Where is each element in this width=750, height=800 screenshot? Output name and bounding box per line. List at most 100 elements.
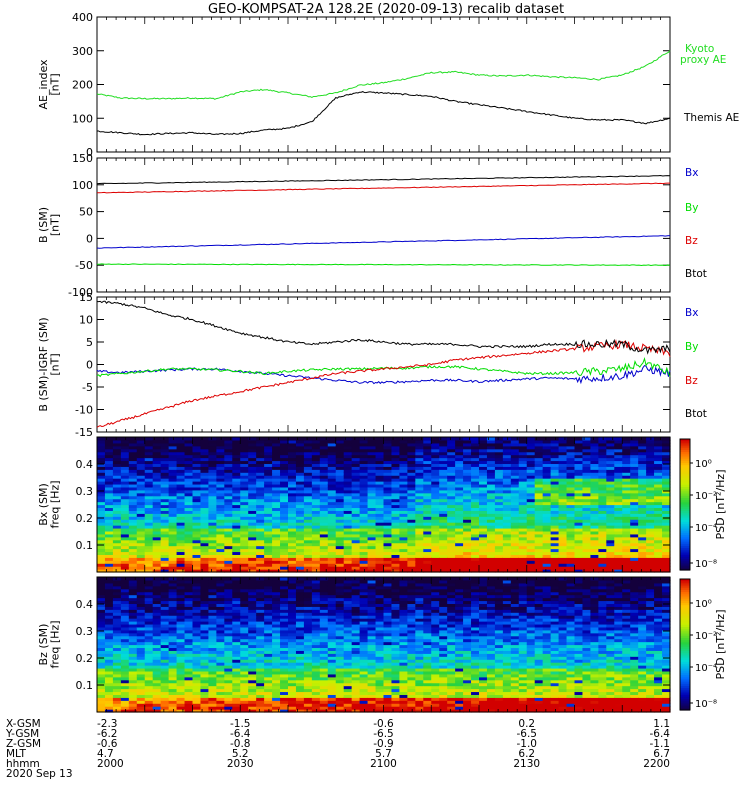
y-tick-label: 100 xyxy=(72,112,93,125)
spectrogram-cell xyxy=(558,548,568,553)
spectrogram-cell xyxy=(574,533,584,538)
spectrogram-cell xyxy=(391,551,401,555)
spectrogram-cell xyxy=(486,510,496,514)
spectrogram-cell xyxy=(288,504,297,509)
spectrogram-cell xyxy=(248,454,257,459)
spectrogram-cell xyxy=(160,709,170,713)
spectrogram-cell xyxy=(264,685,273,690)
spectrogram-cell xyxy=(510,527,520,532)
spectrogram-cell xyxy=(447,545,456,550)
spectrogram-cell xyxy=(120,481,130,485)
spectrogram-cell xyxy=(232,560,241,564)
spectrogram-cell xyxy=(192,563,202,567)
spectrogram-cell xyxy=(104,504,114,509)
spectrogram-cell xyxy=(216,615,225,619)
spectrogram-cell xyxy=(598,542,607,547)
spectrogram-cell xyxy=(558,469,568,473)
spectrogram-cell xyxy=(264,588,273,593)
spectrogram-cell xyxy=(311,478,321,482)
spectrogram-cell xyxy=(216,594,225,599)
spectrogram-cell xyxy=(272,670,281,675)
spectrogram-cell xyxy=(614,539,623,544)
spectrogram-cell xyxy=(264,615,273,619)
spectrogram-cell xyxy=(176,644,186,649)
spectrogram-cell xyxy=(160,560,170,564)
spectrogram-cell xyxy=(654,539,663,544)
spectrogram-cell xyxy=(248,579,257,584)
spectrogram-cell xyxy=(343,533,353,538)
spectrogram-cell xyxy=(248,504,257,509)
spectrogram-cell xyxy=(550,492,560,497)
spectrogram-cell xyxy=(248,688,257,693)
spectrogram-cell xyxy=(200,527,210,532)
spectrogram-cell xyxy=(184,483,194,488)
spectrogram-cell xyxy=(97,501,106,506)
spectrogram-cell xyxy=(160,460,170,465)
spectrogram-cell xyxy=(208,498,217,503)
spectrogram-cell xyxy=(566,548,576,553)
spectrogram-cell xyxy=(327,533,337,538)
spectrogram-cell xyxy=(184,501,194,506)
spectrogram-cell xyxy=(486,525,496,529)
spectrogram-cell xyxy=(646,569,655,573)
spectrogram-cell xyxy=(295,513,305,517)
spectrogram-cell xyxy=(471,469,480,473)
spectrogram-cell xyxy=(248,551,257,555)
spectrogram-cell xyxy=(367,445,377,450)
spectrogram-cell xyxy=(120,615,130,619)
spectrogram-cell xyxy=(463,486,472,491)
spectrogram-cell xyxy=(240,563,249,567)
spectrogram-cell xyxy=(208,665,217,669)
spectrogram-cell xyxy=(431,530,440,535)
spectrogram-cell xyxy=(152,667,162,672)
spectrogram-cell xyxy=(558,460,568,465)
spectrogram-cell xyxy=(272,676,281,681)
spectrogram-cell xyxy=(144,507,154,511)
spectrogram-cell xyxy=(343,560,353,564)
spectrogram-cell xyxy=(447,510,456,514)
spectrogram-cell xyxy=(208,623,217,628)
spectrogram-cell xyxy=(264,448,273,453)
spectrogram-cell xyxy=(136,612,146,616)
spectrogram-cell xyxy=(479,554,488,558)
spectrogram-cell xyxy=(407,481,416,485)
spectrogram-cell xyxy=(614,469,623,473)
spectrogram-cell xyxy=(280,501,289,506)
spectrogram-cell xyxy=(311,454,321,459)
spectrogram-cell xyxy=(120,656,130,660)
spectrogram-cell xyxy=(128,560,138,564)
spectrogram-cell xyxy=(351,437,361,441)
spectrogram-cell xyxy=(662,478,671,482)
spectrogram-cell xyxy=(502,454,512,459)
spectrogram-cell xyxy=(176,554,186,558)
spectrogram-cell xyxy=(232,618,241,622)
spectrogram-cell xyxy=(192,585,202,590)
spectrogram-cell xyxy=(184,582,194,587)
spectrogram-cell xyxy=(630,439,639,444)
spectrogram-cell xyxy=(208,656,217,660)
spectrogram-cell xyxy=(232,486,241,491)
spectrogram-cell xyxy=(303,560,313,564)
spectrogram-cell xyxy=(104,623,114,628)
spectrogram-cell xyxy=(160,676,170,681)
spectrogram-cell xyxy=(614,533,623,538)
spectrogram-cell xyxy=(614,498,623,503)
spectrogram-cell xyxy=(486,489,496,494)
spectrogram-cell xyxy=(240,700,249,704)
spectrogram-cell xyxy=(152,626,162,631)
spectrogram-cell xyxy=(192,560,202,564)
spectrogram-cell xyxy=(184,492,194,497)
spectrogram-cell xyxy=(232,644,241,649)
spectrogram-cell xyxy=(566,481,576,485)
spectrogram-cell xyxy=(128,525,138,529)
spectrogram-cell xyxy=(240,621,249,625)
spectrogram-cell xyxy=(479,495,488,500)
spectrogram-cell xyxy=(479,510,488,514)
spectrogram-cell xyxy=(280,545,289,550)
spectrogram-cell xyxy=(494,533,504,538)
spectrogram-cell xyxy=(168,603,178,607)
spectrogram-cell xyxy=(240,629,249,634)
spectrogram-cell xyxy=(272,454,281,459)
spectrogram-cell xyxy=(168,647,178,651)
